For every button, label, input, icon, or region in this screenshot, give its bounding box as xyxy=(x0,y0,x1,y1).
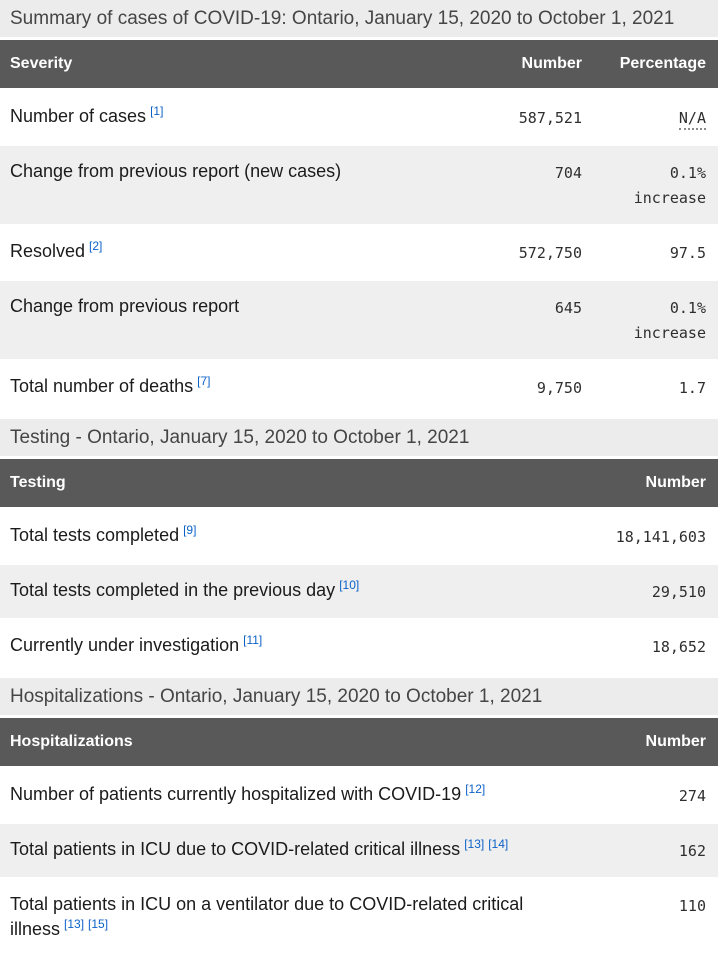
row-label: Currently under investigation xyxy=(10,635,240,655)
hospitalizations-header-row: Hospitalizations Number xyxy=(0,718,718,769)
row-percentage: 0.1% increase xyxy=(592,146,718,226)
row-number: 18,141,603 xyxy=(578,510,718,565)
row-label: Total number of deaths xyxy=(10,376,194,396)
table-row: Number of patients currently hospitalize… xyxy=(0,769,718,824)
row-label-cell: Change from previous report (new cases) xyxy=(0,146,476,226)
testing-table: Testing Number Total tests completed [9] … xyxy=(0,459,718,675)
hospitalizations-table-caption: Hospitalizations - Ontario, January 15, … xyxy=(0,678,718,715)
row-label-cell: Currently under investigation [11] xyxy=(0,620,578,675)
column-header-number: Number xyxy=(578,459,718,510)
table-row: Change from previous report (new cases) … xyxy=(0,146,718,226)
table-row: Total tests completed [9] 18,141,603 xyxy=(0,510,718,565)
na-abbreviation: N/A xyxy=(678,109,706,130)
row-percentage: 0.1% increase xyxy=(592,281,718,361)
column-header-hospitalizations: Hospitalizations xyxy=(0,718,578,769)
row-percentage: 1.7 xyxy=(592,361,718,416)
footnote-ref-link[interactable]: [13] xyxy=(64,917,85,931)
row-label: Total tests completed in the previous da… xyxy=(10,580,336,600)
table-row: Total patients in ICU due to COVID-relat… xyxy=(0,824,718,879)
hospitalizations-table: Hospitalizations Number Number of patien… xyxy=(0,718,718,957)
column-header-testing: Testing xyxy=(0,459,578,510)
row-label-cell: Total number of deaths [7] xyxy=(0,361,476,416)
table-row: Change from previous report 645 0.1% inc… xyxy=(0,281,718,361)
row-label: Change from previous report xyxy=(10,296,240,316)
footnote-ref-link[interactable]: [7] xyxy=(197,374,211,388)
table-row: Number of cases [1] 587,521 N/A xyxy=(0,91,718,146)
table-row: Total number of deaths [7] 9,750 1.7 xyxy=(0,361,718,416)
footnote-ref-link[interactable]: [15] xyxy=(88,917,109,931)
row-number: 704 xyxy=(476,146,592,226)
row-percentage: N/A xyxy=(592,91,718,146)
row-label-cell: Number of cases [1] xyxy=(0,91,476,146)
footnote-ref-link[interactable]: [1] xyxy=(150,104,164,118)
row-label: Change from previous report (new cases) xyxy=(10,161,342,181)
testing-table-caption: Testing - Ontario, January 15, 2020 to O… xyxy=(0,419,718,456)
footnote-ref-link[interactable]: [14] xyxy=(488,837,509,851)
footnote-ref: [9] xyxy=(183,523,196,537)
row-number: 9,750 xyxy=(476,361,592,416)
row-label-cell: Total tests completed [9] xyxy=(0,510,578,565)
row-label-cell: Total patients in ICU on a ventilator du… xyxy=(0,879,578,957)
footnote-ref-link[interactable]: [12] xyxy=(465,782,486,796)
severity-table-caption: Summary of cases of COVID-19: Ontario, J… xyxy=(0,0,718,37)
row-number: 274 xyxy=(578,769,718,824)
footnote-ref-link[interactable]: [13] xyxy=(464,837,485,851)
table-row: Total tests completed in the previous da… xyxy=(0,565,718,620)
footnote-ref: [11] xyxy=(243,633,262,647)
footnote-ref-link[interactable]: [9] xyxy=(183,523,197,537)
row-number: 645 xyxy=(476,281,592,361)
row-number: 587,521 xyxy=(476,91,592,146)
footnote-ref: [10] xyxy=(339,578,359,592)
row-number: 572,750 xyxy=(476,226,592,281)
testing-header-row: Testing Number xyxy=(0,459,718,510)
row-label-cell: Total tests completed in the previous da… xyxy=(0,565,578,620)
footnote-ref-link[interactable]: [10] xyxy=(339,578,360,592)
row-label: Total patients in ICU due to COVID-relat… xyxy=(10,839,461,859)
row-number: 18,652 xyxy=(578,620,718,675)
footnote-ref: [15] xyxy=(88,917,108,931)
footnote-ref-link[interactable]: [2] xyxy=(89,239,103,253)
table-row: Resolved [2] 572,750 97.5 xyxy=(0,226,718,281)
row-label-cell: Number of patients currently hospitalize… xyxy=(0,769,578,824)
row-number: 162 xyxy=(578,824,718,879)
column-header-percentage: Percentage xyxy=(592,40,718,91)
footnote-ref-link[interactable]: [11] xyxy=(243,633,263,647)
footnote-ref: [13] xyxy=(464,837,484,851)
footnote-ref: [13] xyxy=(64,917,84,931)
table-row: Currently under investigation [11] 18,652 xyxy=(0,620,718,675)
column-header-severity: Severity xyxy=(0,40,476,91)
column-header-number: Number xyxy=(578,718,718,769)
footnote-ref: [12] xyxy=(465,782,485,796)
row-number: 29,510 xyxy=(578,565,718,620)
row-label: Number of patients currently hospitalize… xyxy=(10,784,462,804)
row-label-cell: Change from previous report xyxy=(0,281,476,361)
row-label-cell: Total patients in ICU due to COVID-relat… xyxy=(0,824,578,879)
row-label: Total patients in ICU on a ventilator du… xyxy=(10,894,524,939)
row-percentage: 97.5 xyxy=(592,226,718,281)
row-number: 110 xyxy=(578,879,718,957)
footnote-ref: [2] xyxy=(89,239,102,253)
row-label: Number of cases xyxy=(10,106,147,126)
row-label: Resolved xyxy=(10,241,86,261)
column-header-number: Number xyxy=(476,40,592,91)
severity-table: Severity Number Percentage Number of cas… xyxy=(0,40,718,416)
severity-header-row: Severity Number Percentage xyxy=(0,40,718,91)
footnote-ref: [14] xyxy=(488,837,508,851)
footnote-ref: [1] xyxy=(150,104,163,118)
table-row: Total patients in ICU on a ventilator du… xyxy=(0,879,718,957)
row-label-cell: Resolved [2] xyxy=(0,226,476,281)
footnote-ref: [7] xyxy=(197,374,210,388)
row-label: Total tests completed xyxy=(10,525,180,545)
